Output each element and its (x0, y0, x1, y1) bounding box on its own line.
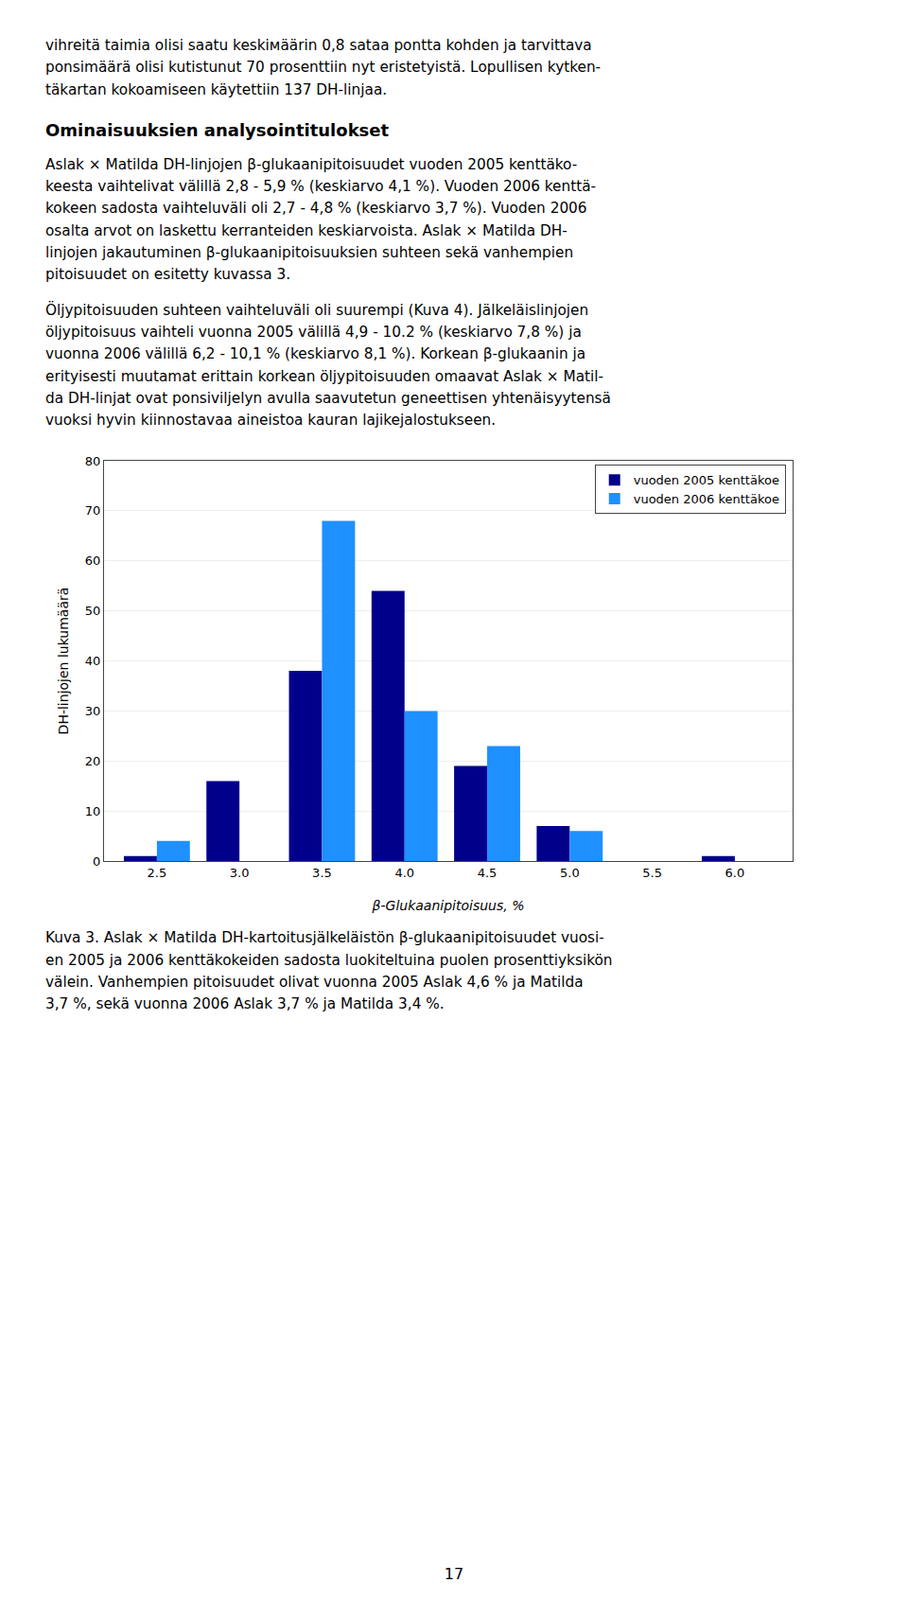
svg-text:60: 60 (85, 554, 102, 569)
svg-text:4.5: 4.5 (477, 865, 498, 880)
svg-text:30: 30 (85, 703, 102, 718)
svg-text:80: 80 (85, 454, 102, 469)
html-text:vihreitä taimia olisi saatu ke: vihreitä taimia olisi saatu keskiмäärin … (45, 36, 592, 54)
html-text:välein. Vanhempien pitoisuudet: välein. Vanhempien pitoisuudet olivat vu… (45, 973, 584, 991)
svg-text:3.0: 3.0 (229, 865, 250, 880)
svg-text:6.0: 6.0 (725, 865, 746, 880)
svg-text:50: 50 (85, 604, 102, 619)
html-text:vuoksi hyvin kiinnostavaa aine: vuoksi hyvin kiinnostavaa aineistoa kaur… (45, 411, 496, 429)
svg-text:2.5: 2.5 (147, 865, 168, 880)
html-text:vuonna 2006 välillä 6,2 - 10,1: vuonna 2006 välillä 6,2 - 10,1 % (keskia… (45, 345, 586, 363)
svg-text:DH-linjojen lukumäärä: DH-linjojen lukumäärä (55, 587, 71, 735)
html-text:pitoisuudet on esitetty kuvass: pitoisuudet on esitetty kuvassa 3. (45, 266, 291, 284)
svg-text:40: 40 (85, 654, 102, 669)
html-text:en 2005 ja 2006 kenttäkokeiden: en 2005 ja 2006 kenttäkokeiden sadosta l… (45, 951, 613, 969)
svg-text:5.5: 5.5 (642, 865, 663, 880)
html-text:kokeen sadosta vaihteluväli ol: kokeen sadosta vaihteluväli oli 2,7 - 4,… (45, 200, 587, 218)
svg-text:4.0: 4.0 (394, 865, 415, 880)
html-text:linjojen jakautuminen β-glukaa: linjojen jakautuminen β-glukaanipitoisuu… (45, 244, 574, 262)
svg-text:vuoden 2005 kenttäkoe: vuoden 2005 kenttäkoe (633, 473, 780, 489)
html-text:da DH-linjat ovat ponsiviljely: da DH-linjat ovat ponsiviljelyn avulla s… (45, 389, 611, 407)
html-text:osalta arvot on laskettu kerra: osalta arvot on laskettu kerranteiden ke… (45, 222, 568, 240)
html-text:ponsimäärä olisi kutistunut 70: ponsimäärä olisi kutistunut 70 prosentti… (45, 58, 601, 76)
html-text:keesta vaihtelivat välillä 2,8: keesta vaihtelivat välillä 2,8 - 5,9 % (… (45, 178, 596, 196)
svg-text:β-Glukaanipitoisuus, %: β-Glukaanipitoisuus, % (371, 897, 525, 913)
html-text:täkartan kokoamiseen käytettii: täkartan kokoamiseen käytettiin 137 DH-l… (45, 80, 388, 98)
html-text:öljypitoisuus vaihteli vuonna: öljypitoisuus vaihteli vuonna 2005 välil… (45, 323, 582, 341)
html-text:erityisesti muutamat erittain: erityisesti muutamat erittain korkean öl… (45, 367, 604, 385)
html-text:Kuva 3. Aslak × Matilda DH-kar: Kuva 3. Aslak × Matilda DH-kartoitusjälk… (45, 929, 605, 947)
svg-text:5.0: 5.0 (559, 865, 580, 880)
html-text:Aslak × Matilda DH-linjojen β-: Aslak × Matilda DH-linjojen β-glukaanipi… (45, 155, 578, 173)
svg-text:3.5: 3.5 (312, 865, 332, 880)
svg-text:20: 20 (85, 753, 102, 769)
svg-text:0: 0 (92, 854, 101, 869)
svg-text:vuoden 2006 kenttäkoe: vuoden 2006 kenttäkoe (633, 492, 780, 507)
html-text:Öljypitoisuuden suhteen vaihte: Öljypitoisuuden suhteen vaihteluväli oli… (45, 301, 589, 319)
svg-text:10: 10 (85, 803, 102, 819)
svg-text:70: 70 (85, 504, 102, 519)
html-text:17: 17 (444, 1564, 464, 1583)
html-text:Ominaisuuksien analysointitulo: Ominaisuuksien analysointitulokset (45, 120, 389, 140)
html-text:3,7 %, sekä vuonna 2006 Aslak: 3,7 %, sekä vuonna 2006 Aslak 3,7 % ja M… (45, 995, 445, 1013)
